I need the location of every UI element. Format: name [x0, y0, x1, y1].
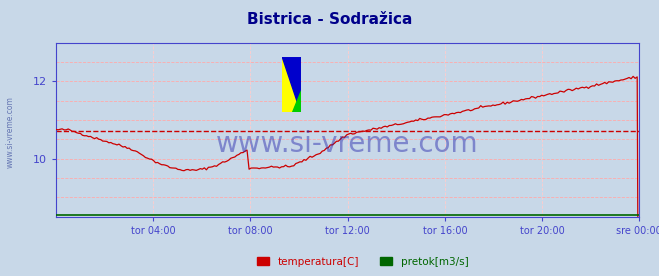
Text: www.si-vreme.com: www.si-vreme.com [216, 130, 479, 158]
Polygon shape [282, 57, 301, 112]
Polygon shape [282, 57, 301, 112]
Legend: temperatura[C], pretok[m3/s]: temperatura[C], pretok[m3/s] [252, 253, 473, 271]
Polygon shape [291, 90, 301, 112]
Text: Bistrica - Sodražica: Bistrica - Sodražica [247, 12, 412, 27]
Text: www.si-vreme.com: www.si-vreme.com [5, 97, 14, 168]
